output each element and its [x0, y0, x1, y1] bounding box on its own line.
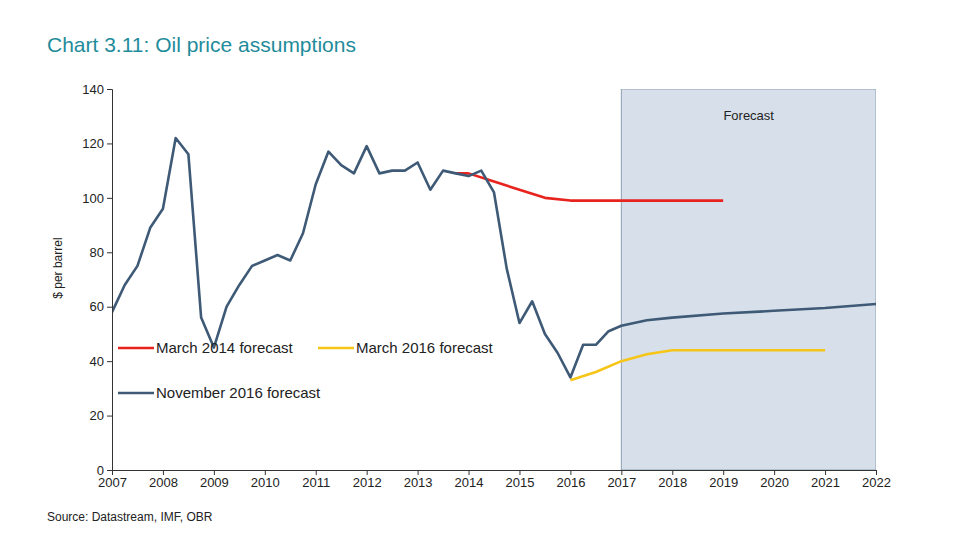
y-tick-mark [107, 307, 112, 308]
y-tick-mark [107, 198, 112, 199]
y-tick-label: 120 [82, 136, 104, 151]
x-tick-label: 2021 [811, 475, 840, 490]
x-tick-label: 2016 [556, 475, 585, 490]
chart: Chart 3.11: Oil price assumptions Source:… [0, 0, 976, 549]
x-tick: 2011 [302, 470, 330, 490]
series-line [570, 350, 825, 380]
y-axis-title: $ per barrel [51, 237, 65, 298]
x-tick: 2008 [149, 470, 178, 490]
x-tick-label: 2012 [353, 475, 382, 490]
y-tick-mark [107, 361, 112, 362]
y-tick-label: 100 [82, 191, 104, 206]
y-tick-mark [107, 416, 112, 417]
x-tick-label: 2013 [404, 475, 433, 490]
x-tick-label: 2009 [200, 475, 229, 490]
legend-label: November 2016 forecast [156, 384, 321, 401]
forecast-region [621, 89, 876, 470]
y-tick-mark [107, 252, 112, 253]
y-tick: 0 [97, 463, 112, 478]
legend-label: March 2016 forecast [356, 339, 494, 356]
legend: March 2014 forecast March 2016 forecast No… [118, 339, 494, 401]
y-tick: 140 [82, 82, 112, 97]
y-tick-label: 140 [82, 82, 104, 97]
x-tick-label: 2020 [760, 475, 789, 490]
x-tick-label: 2019 [709, 475, 738, 490]
x-tick-label: 2017 [607, 475, 636, 490]
source: Source: Datastream, IMF, OBR [47, 510, 213, 524]
x-tick: 2019 [709, 470, 738, 490]
legend-swatch [318, 347, 354, 350]
y-tick: 40 [90, 354, 112, 369]
x-tick: 2015 [506, 470, 535, 490]
x-tick: 2014 [455, 470, 484, 490]
x-tick: 2016 [556, 470, 585, 490]
x-tick-label: 2014 [455, 475, 484, 490]
y-tick: 20 [90, 408, 112, 423]
legend-label: March 2014 forecast [156, 339, 294, 356]
x-tick: 2017 [607, 470, 636, 490]
x-tick-label: 2011 [302, 475, 330, 490]
legend-swatch [118, 347, 154, 350]
y-axis-line [107, 90, 113, 471]
series-line [112, 138, 876, 377]
x-tick: 2021 [811, 470, 840, 490]
x-tick: 2009 [200, 470, 229, 490]
x-tick: 2022 [862, 470, 891, 490]
y-tick-mark [107, 143, 112, 144]
legend-item: November 2016 forecast [118, 384, 321, 401]
x-tick-label: 2015 [506, 475, 535, 490]
legend-item: March 2014 forecast [118, 339, 294, 356]
x-tick-label: 2010 [251, 475, 280, 490]
y-tick-label: 40 [90, 354, 104, 369]
y-tick-label: 60 [90, 299, 104, 314]
marks [112, 89, 876, 470]
y-axis: 0 20 40 60 80 100 120 140 [82, 82, 112, 478]
y-tick-label: 80 [90, 245, 104, 260]
y-tick-label: 0 [97, 463, 104, 478]
y-tick-mark [107, 89, 112, 90]
y-tick-mark [107, 470, 112, 471]
x-tick: 2020 [760, 470, 789, 490]
x-axis: 2007200820092010201120122013201420152016… [98, 470, 891, 490]
x-tick-label: 2022 [862, 475, 891, 490]
annotation: Forecast [723, 108, 774, 123]
x-tick-label: 2008 [149, 475, 178, 490]
y-tick-label: 20 [90, 408, 104, 423]
y-tick: 60 [90, 299, 112, 314]
x-tick: 2013 [404, 470, 433, 490]
legend-swatch [118, 392, 154, 395]
y-tick: 100 [82, 191, 112, 206]
x-tick: 2012 [353, 470, 382, 490]
plot: Forecast20072008200920102011201220132014… [82, 82, 891, 491]
y-tick: 80 [90, 245, 112, 260]
x-tick: 2018 [658, 470, 687, 490]
x-tick-label: 2018 [658, 475, 687, 490]
legend-item: March 2016 forecast [318, 339, 494, 356]
y-tick: 120 [82, 136, 112, 151]
title: Chart 3.11: Oil price assumptions [47, 33, 356, 56]
x-tick: 2010 [251, 470, 280, 490]
